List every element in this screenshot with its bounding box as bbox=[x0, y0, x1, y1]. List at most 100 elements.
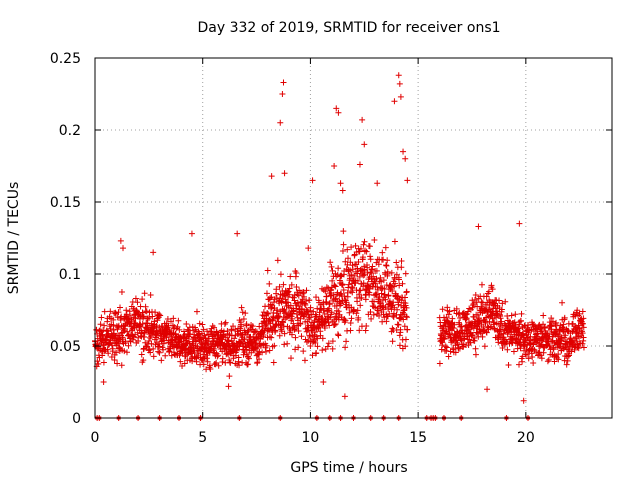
data-points bbox=[92, 72, 587, 404]
data-point bbox=[343, 338, 350, 345]
data-point bbox=[347, 267, 354, 274]
data-point bbox=[307, 342, 314, 349]
data-point bbox=[288, 355, 295, 362]
data-point bbox=[339, 187, 346, 194]
data-point bbox=[335, 332, 342, 339]
data-point bbox=[516, 321, 523, 328]
chart-title: Day 332 of 2019, SRMTID for receiver ons… bbox=[197, 20, 500, 36]
data-point bbox=[455, 344, 462, 351]
data-point bbox=[395, 321, 402, 328]
data-point bbox=[166, 326, 173, 333]
data-point bbox=[144, 315, 151, 322]
data-point bbox=[377, 274, 384, 281]
data-point bbox=[556, 343, 563, 350]
data-point bbox=[481, 343, 488, 350]
data-point bbox=[518, 310, 525, 317]
data-point bbox=[550, 346, 557, 353]
data-point bbox=[213, 359, 220, 366]
data-point bbox=[150, 353, 157, 360]
data-point bbox=[376, 312, 383, 319]
data-point bbox=[575, 345, 582, 352]
data-point bbox=[453, 305, 460, 312]
data-point bbox=[404, 326, 411, 333]
data-point bbox=[302, 302, 309, 309]
data-point bbox=[330, 291, 337, 298]
data-point bbox=[367, 308, 374, 315]
data-point bbox=[101, 322, 108, 329]
data-point bbox=[559, 344, 566, 351]
data-point bbox=[452, 349, 459, 356]
data-point bbox=[110, 316, 117, 323]
data-point bbox=[445, 353, 452, 360]
data-point bbox=[146, 309, 153, 316]
data-point bbox=[331, 282, 338, 289]
data-point bbox=[530, 360, 537, 367]
data-point bbox=[520, 397, 527, 404]
data-point bbox=[187, 331, 194, 338]
data-point bbox=[266, 280, 273, 287]
data-point bbox=[244, 328, 251, 335]
data-point bbox=[544, 330, 551, 337]
data-point bbox=[200, 326, 207, 333]
data-point bbox=[314, 343, 321, 350]
data-point bbox=[469, 304, 476, 311]
data-point bbox=[222, 359, 229, 366]
data-point bbox=[574, 307, 581, 314]
x-tick-label: 20 bbox=[517, 430, 535, 446]
data-point bbox=[300, 348, 307, 355]
x-axis-label: GPS time / hours bbox=[290, 460, 407, 476]
data-point bbox=[265, 310, 272, 317]
data-point bbox=[349, 284, 356, 291]
data-point bbox=[394, 306, 401, 313]
data-point bbox=[363, 248, 370, 255]
data-point bbox=[175, 317, 182, 324]
data-point bbox=[355, 314, 362, 321]
data-point bbox=[123, 349, 130, 356]
data-point bbox=[268, 294, 275, 301]
data-point bbox=[132, 295, 139, 302]
data-point bbox=[399, 280, 406, 287]
y-tick-labels: 0 0.05 0.1 0.15 0.2 0.25 bbox=[50, 51, 81, 427]
data-point bbox=[301, 357, 308, 364]
data-point bbox=[292, 334, 299, 341]
data-point bbox=[572, 312, 579, 319]
data-point bbox=[290, 294, 297, 301]
data-point bbox=[339, 282, 346, 289]
data-point bbox=[313, 349, 320, 356]
data-point bbox=[384, 257, 391, 264]
data-point bbox=[436, 360, 443, 367]
data-point bbox=[162, 352, 169, 359]
data-point bbox=[104, 346, 111, 353]
data-point bbox=[472, 292, 479, 299]
data-point bbox=[262, 348, 269, 355]
y-axis-label: SRMTID / TECUs bbox=[6, 182, 22, 295]
data-point bbox=[121, 348, 128, 355]
data-point bbox=[150, 249, 157, 256]
data-point bbox=[304, 308, 311, 315]
data-point bbox=[124, 328, 131, 335]
data-point bbox=[347, 320, 354, 327]
data-point bbox=[111, 356, 118, 363]
data-point bbox=[402, 294, 409, 301]
data-point bbox=[268, 305, 275, 312]
data-point bbox=[205, 335, 212, 342]
data-point bbox=[268, 334, 275, 341]
data-point bbox=[354, 307, 361, 314]
data-point bbox=[288, 331, 295, 338]
data-point bbox=[370, 311, 377, 318]
data-point bbox=[276, 283, 283, 290]
data-point bbox=[538, 355, 545, 362]
data-point bbox=[193, 358, 200, 365]
data-point bbox=[485, 288, 492, 295]
x-tick-labels: 0 5 10 15 20 bbox=[91, 430, 535, 446]
data-point bbox=[211, 324, 218, 331]
data-point bbox=[286, 285, 293, 292]
data-point bbox=[313, 313, 320, 320]
data-point bbox=[517, 317, 524, 324]
data-point bbox=[302, 336, 309, 343]
data-point bbox=[525, 355, 532, 362]
data-point bbox=[152, 309, 159, 316]
data-point bbox=[396, 332, 403, 339]
data-point bbox=[157, 312, 164, 319]
data-point bbox=[264, 267, 271, 274]
